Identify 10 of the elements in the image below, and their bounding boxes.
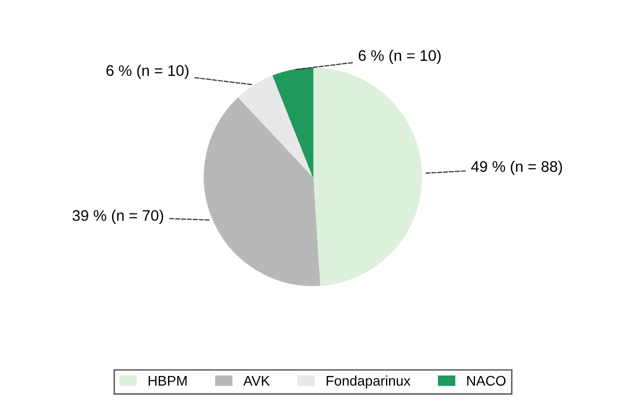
data-label: 6 % (n = 10) [358, 50, 441, 64]
data-label: 49 % (n = 88) [471, 160, 562, 175]
legend-label: AVK [243, 376, 270, 386]
pie-slice [204, 97, 320, 286]
legend-label: Fondaparinux [326, 376, 410, 388]
pie-slice [272, 68, 314, 178]
data-label: 6 % (n = 10) [106, 64, 188, 79]
data-label: 39 % (n = 70) [72, 210, 164, 224]
legend-label: NACO [467, 376, 506, 386]
legend-label: HBPM [148, 376, 187, 386]
